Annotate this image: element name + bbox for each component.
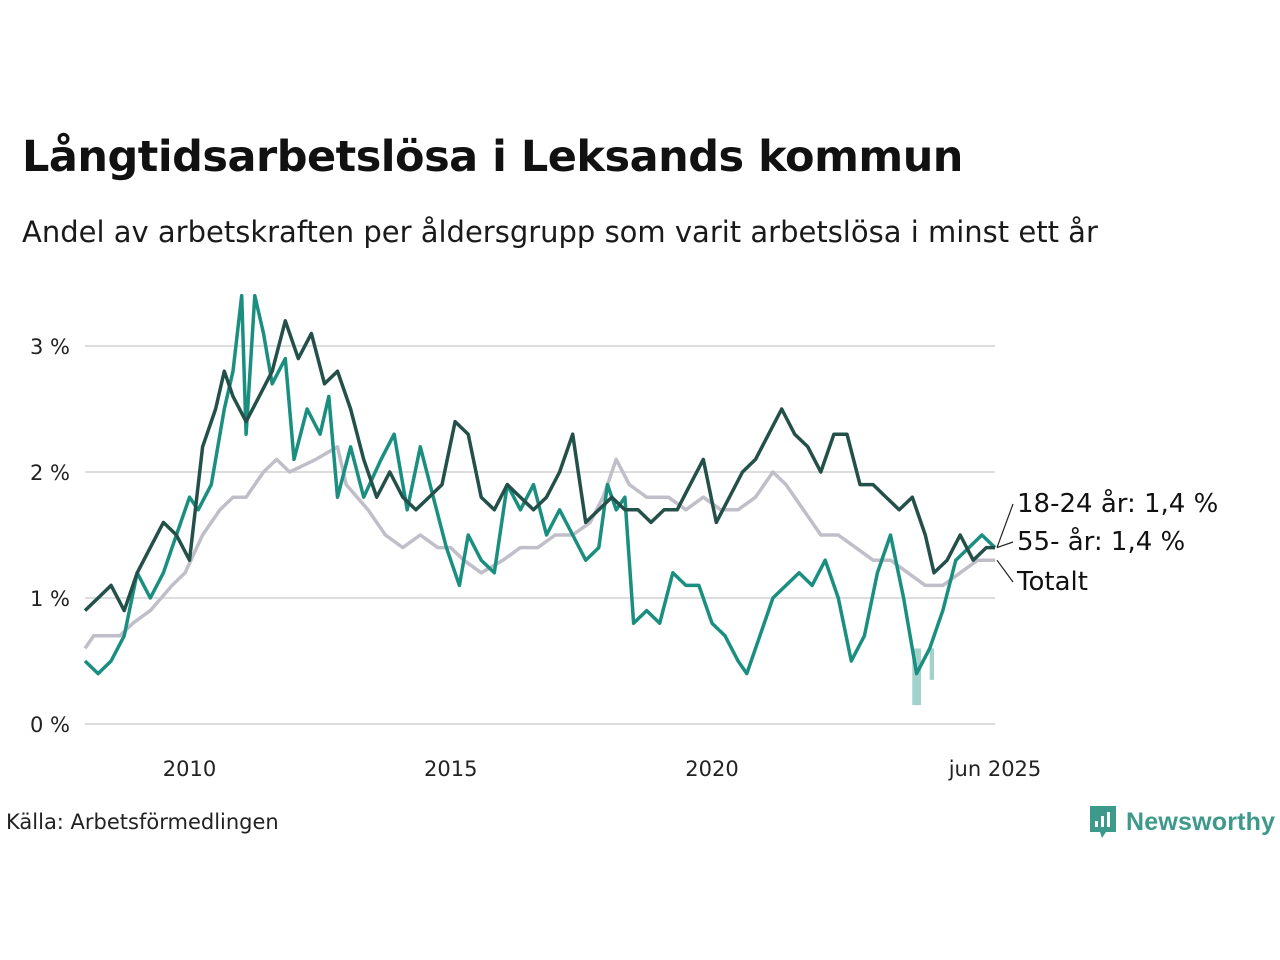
source-note: Källa: Arbetsförmedlingen	[6, 810, 279, 834]
end-label-senior: 55- år: 1,4 %	[1017, 526, 1185, 557]
end-label-connector	[996, 541, 1014, 549]
x-tick-label: 2015	[424, 757, 477, 781]
y-tick-label: 1 %	[30, 587, 70, 611]
series-line-total	[83, 445, 995, 650]
chart-title: Långtidsarbetslösa i Leksands kommun	[22, 132, 963, 182]
end-label-connector	[996, 559, 1014, 583]
x-tick-label: 2010	[163, 757, 216, 781]
series-lines	[83, 293, 997, 676]
uncertainty-band-segment	[929, 648, 935, 680]
y-tick-label: 0 %	[30, 713, 70, 737]
uncertainty-band	[912, 648, 935, 706]
x-tick-label: 2020	[685, 757, 738, 781]
end-label-connector	[996, 503, 1014, 548]
x-axis: 2010 2015 2020 jun 2025	[163, 757, 1042, 781]
chart-subtitle: Andel av arbetskraften per åldersgrupp s…	[22, 215, 1098, 249]
y-axis: 0 % 1 % 2 % 3 %	[30, 335, 70, 737]
newsworthy-logo-icon	[1090, 806, 1116, 838]
series-line-youth	[83, 293, 997, 676]
newsworthy-logo: Newsworthy	[1088, 804, 1275, 840]
end-label-total: Totalt	[1016, 567, 1088, 597]
end-labels: Totalt 18-24 år: 1,4 % 55- år: 1,4 %	[996, 488, 1218, 597]
uncertainty-band-segment	[912, 648, 921, 706]
grid-lines	[85, 345, 995, 725]
end-label-youth: 18-24 år: 1,4 %	[1017, 488, 1218, 519]
y-tick-label: 3 %	[30, 335, 70, 359]
series-line-senior	[83, 319, 995, 613]
y-tick-label: 2 %	[30, 461, 70, 485]
line-chart: 0 % 1 % 2 % 3 % 2010 2015 2020 jun 2025 Totalt…	[30, 293, 1218, 781]
x-tick-label: jun 2025	[948, 757, 1042, 781]
brand-name: Newsworthy	[1126, 807, 1276, 836]
